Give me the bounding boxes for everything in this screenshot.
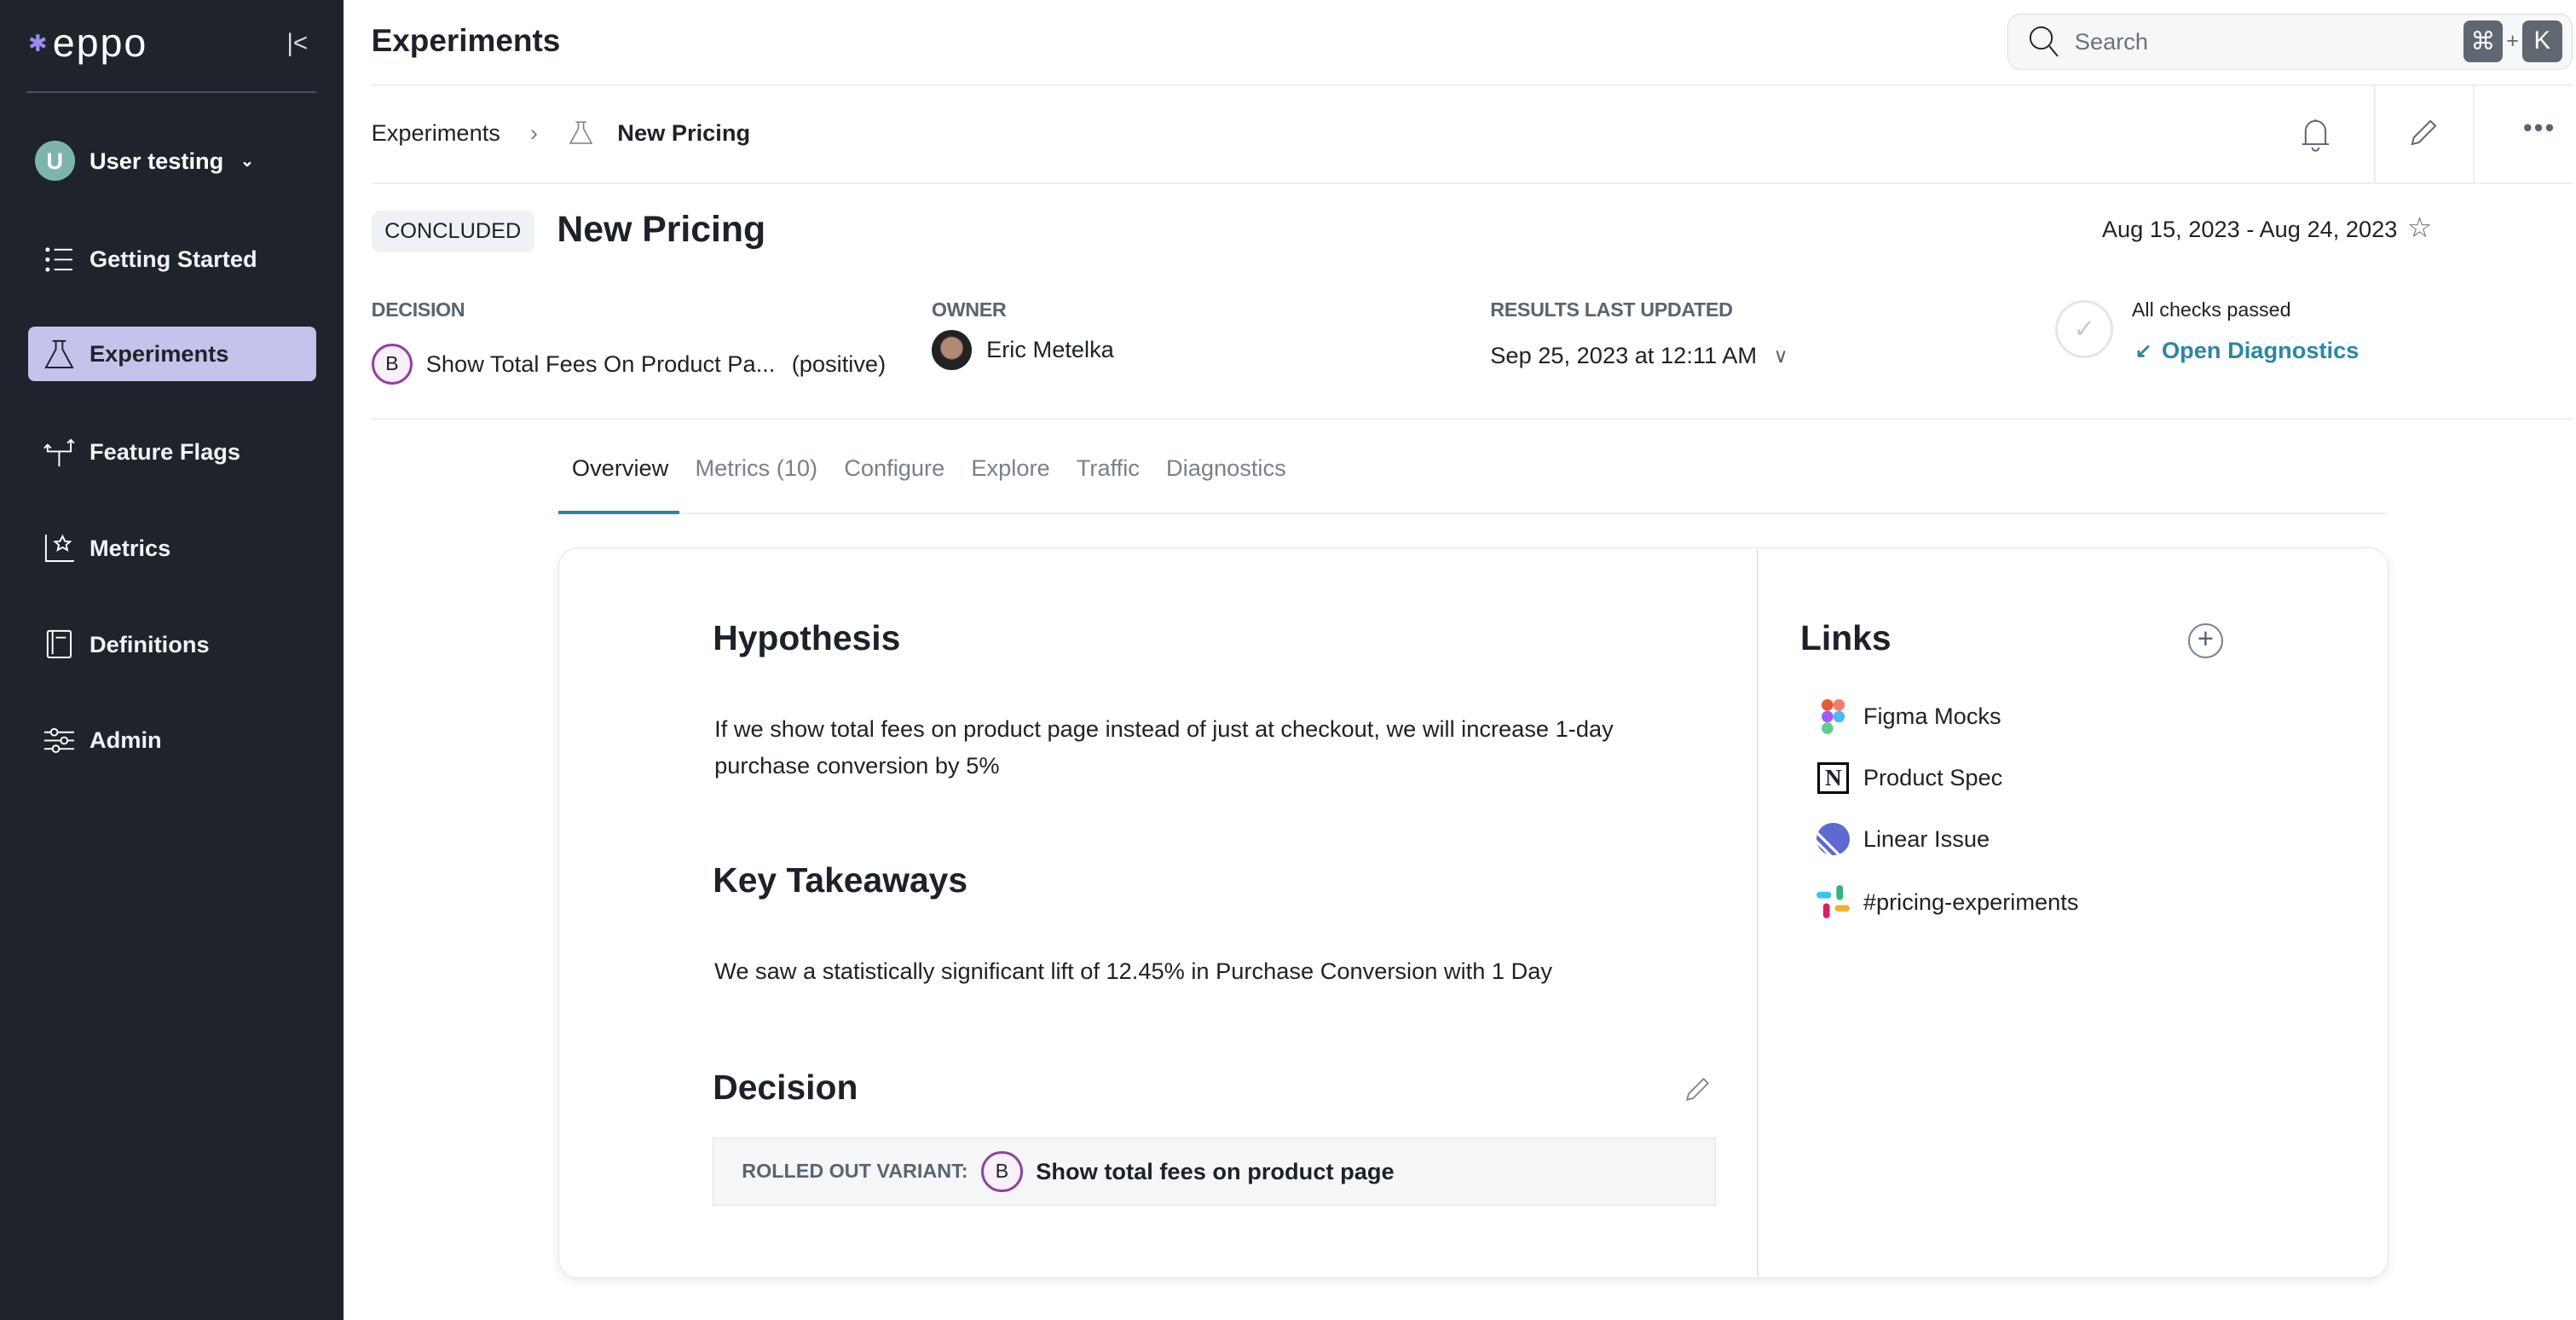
sidebar-item-getting-started[interactable]: Getting Started: [28, 232, 316, 287]
tab-explore[interactable]: Explore: [971, 454, 1050, 481]
tab-diagnostics[interactable]: Diagnostics: [1166, 454, 1286, 481]
slack-icon: [1816, 885, 1851, 919]
rolled-out-variant-box: ROLLED OUT VARIANT: B Show total fees on…: [713, 1138, 1716, 1206]
search-icon: [2030, 26, 2059, 57]
breadcrumb: Experiments › New Pricing: [372, 119, 750, 147]
checks-status: All checks passed: [2131, 298, 2291, 321]
link-figma[interactable]: Figma Mocks: [1816, 698, 2001, 734]
chevron-right-icon: ›: [529, 119, 538, 147]
sidebar: ✱ eppo |< U User testing ⌄ Getting Start…: [0, 0, 344, 1320]
more-options-icon[interactable]: •••: [2522, 113, 2556, 143]
owner-avatar: [931, 329, 972, 370]
shortcut-k-key: K: [2521, 20, 2562, 62]
figma-icon: [1816, 698, 1850, 734]
linear-icon: [1816, 822, 1851, 856]
breadcrumb-experiments-link[interactable]: Experiments: [371, 119, 500, 147]
takeaways-heading: Key Takeaways: [713, 860, 968, 900]
link-slack-channel[interactable]: #pricing-experiments: [1816, 885, 2078, 919]
tab-traffic[interactable]: Traffic: [1076, 454, 1140, 481]
shortcut-cmd-key: ⌘: [2463, 20, 2504, 62]
overview-card: [558, 547, 2389, 1279]
chart-star-icon: [28, 531, 90, 564]
chevron-down-icon: ⌄: [240, 151, 255, 171]
logo-flower-icon: ✱: [28, 29, 48, 56]
divider: [371, 418, 2573, 420]
add-link-icon[interactable]: +: [2188, 623, 2223, 659]
edit-decision-pencil-icon[interactable]: [1683, 1074, 1713, 1104]
experiment-title: New Pricing: [557, 209, 766, 251]
list-icon: [28, 243, 90, 276]
workspace-switcher[interactable]: U User testing ⌄: [34, 141, 255, 181]
link-product-spec[interactable]: N Product Spec: [1816, 761, 2002, 795]
pencil-icon[interactable]: [2407, 116, 2440, 149]
star-icon[interactable]: ☆: [2406, 211, 2433, 244]
notion-icon: N: [1816, 761, 1850, 795]
divider: [2373, 86, 2376, 182]
page-title: Experiments: [371, 23, 561, 59]
open-diagnostics-link[interactable]: ↙ Open Diagnostics: [2134, 336, 2359, 363]
variant-badge: B: [371, 343, 413, 385]
sidebar-item-definitions[interactable]: Definitions: [28, 617, 316, 671]
links-heading: Links: [1799, 618, 1892, 658]
tab-overview[interactable]: Overview: [571, 454, 669, 481]
tabs: Overview Metrics (10) Configure Explore …: [572, 454, 1313, 482]
owner-value: Eric Metelka: [931, 329, 1114, 370]
results-updated-dropdown[interactable]: Sep 25, 2023 at 12:11 AM ∨: [1490, 341, 1788, 368]
workspace-avatar: U: [34, 141, 75, 181]
sliders-icon: [28, 724, 90, 757]
sidebar-item-feature-flags[interactable]: Feature Flags: [28, 425, 316, 479]
check-circle-icon: ✓: [2055, 299, 2114, 359]
tab-metrics[interactable]: Metrics (10): [695, 454, 818, 481]
sidebar-item-experiments[interactable]: Experiments: [28, 327, 317, 382]
divider: [371, 182, 2573, 184]
branch-icon: [28, 435, 90, 468]
hypothesis-heading: Hypothesis: [713, 618, 901, 658]
status-badge: CONCLUDED: [371, 210, 534, 252]
flask-icon: [28, 338, 90, 371]
decision-heading: Decision: [713, 1068, 858, 1108]
divider: [371, 84, 2573, 87]
collapse-sidebar-icon[interactable]: |<: [286, 30, 309, 57]
book-icon: [28, 628, 90, 661]
sidebar-item-metrics[interactable]: Metrics: [28, 521, 316, 576]
hypothesis-text: If we show total fees on product page in…: [714, 715, 1614, 779]
divider: [2473, 86, 2475, 182]
link-linear-issue[interactable]: Linear Issue: [1816, 822, 1990, 856]
takeaways-text: We saw a statistically significant lift …: [714, 958, 1552, 985]
decision-value: B Show Total Fees On Product Pa... (posi…: [371, 343, 886, 385]
tab-bar-line: [558, 512, 2388, 514]
active-tab-indicator: [558, 510, 680, 514]
divider: [26, 90, 317, 93]
divider: [1757, 548, 1759, 1277]
chevron-down-icon: ∨: [1773, 344, 1788, 367]
variant-badge: B: [981, 1150, 1023, 1193]
eppo-logo[interactable]: ✱ eppo: [28, 20, 148, 66]
breadcrumb-current: New Pricing: [617, 119, 751, 147]
search-input[interactable]: Search ⌘ + K: [2007, 13, 2573, 70]
tab-configure[interactable]: Configure: [844, 454, 945, 481]
date-range: Aug 15, 2023 - Aug 24, 2023: [2101, 215, 2398, 242]
external-link-icon: ↙: [2134, 339, 2152, 362]
flask-icon: [569, 121, 593, 145]
sidebar-item-admin[interactable]: Admin: [28, 713, 316, 767]
bell-icon[interactable]: [2299, 116, 2332, 153]
